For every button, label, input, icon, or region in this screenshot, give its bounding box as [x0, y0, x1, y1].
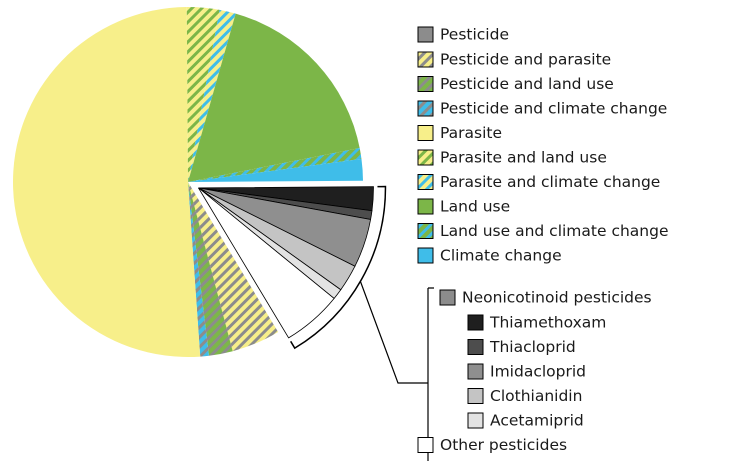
- pie-slice: [186, 6, 220, 182]
- pie-slice: [188, 158, 363, 182]
- legend-swatch: [467, 339, 484, 355]
- legend-label: Land use and climate change: [440, 222, 669, 240]
- legend-label: Pesticide and parasite: [440, 51, 611, 69]
- legend-label: Parasite: [440, 124, 502, 142]
- legend-label: Thiacloprid: [489, 338, 576, 356]
- legend-swatch: [417, 174, 434, 190]
- pie-slice: [188, 182, 279, 352]
- pie-slice: [188, 9, 236, 182]
- legend-label: Pesticide and climate change: [440, 100, 667, 118]
- pie-slice: [198, 187, 335, 339]
- legend-swatch: [467, 363, 484, 380]
- pie-slice: [188, 182, 233, 356]
- legend-label: Pesticide and land use: [440, 75, 614, 93]
- pie-slice: [188, 182, 209, 357]
- legend-swatch: [417, 51, 434, 68]
- legend-swatch: [467, 412, 484, 429]
- bracket: [290, 185, 387, 350]
- legend-swatch: [417, 125, 434, 141]
- connector: [359, 281, 434, 461]
- legend-label: Parasite and climate change: [440, 173, 660, 191]
- legend-swatch: [417, 223, 434, 239]
- legend-swatch: [417, 247, 434, 264]
- legend-swatch: [439, 289, 456, 306]
- legend-label: Acetamiprid: [490, 412, 584, 430]
- legend-swatch: [467, 314, 484, 331]
- legend-swatch: [417, 100, 434, 117]
- pie-slice: [188, 13, 360, 183]
- legend-swatch: [417, 198, 434, 215]
- legend-label: Climate change: [440, 247, 562, 265]
- legend-label: Parasite and land use: [440, 149, 607, 167]
- legend-label: Pesticide: [440, 26, 509, 44]
- legend-swatch: [467, 388, 484, 404]
- pie-slice: [188, 148, 362, 182]
- legend-swatch: [417, 76, 434, 92]
- legend-label: Thiamethoxam: [489, 314, 606, 332]
- legend-swatch: [417, 26, 434, 43]
- legend-label: Other pesticides: [440, 436, 567, 454]
- legend-swatch: [417, 149, 434, 166]
- legend-label: Neonicotinoid pesticides: [462, 289, 652, 307]
- legend-label: Clothianidin: [490, 387, 582, 405]
- pie-slice: [12, 7, 201, 357]
- legend-swatch: [417, 437, 434, 453]
- legend-label: Land use: [440, 198, 510, 216]
- legend-label: Imidacloprid: [490, 363, 586, 381]
